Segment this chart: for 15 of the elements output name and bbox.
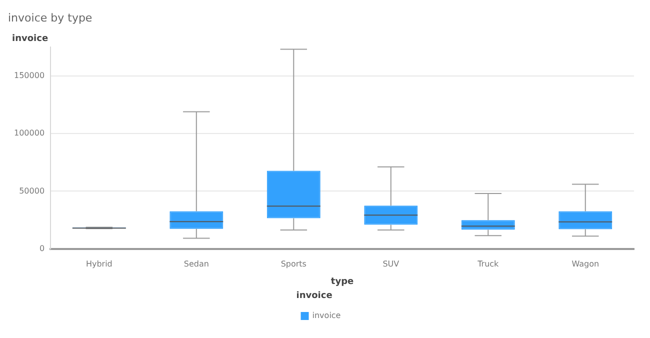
legend-label: invoice [312, 311, 341, 320]
y-tick-label: 100000 [14, 128, 45, 138]
legend-title: invoice [296, 291, 332, 302]
y-tick-label: 50000 [19, 186, 45, 196]
x-tick-label: Sports [280, 260, 306, 269]
x-tick-label: Sedan [184, 260, 209, 269]
x-tick-label: Wagon [572, 260, 600, 269]
chart-title: invoice by type [8, 11, 92, 24]
y-tick-label: 0 [39, 244, 45, 253]
x-tick-label: Hybrid [86, 260, 112, 269]
x-axis-title: type [330, 277, 354, 288]
x-tick-label: SUV [382, 260, 400, 269]
x-tick-label: Truck [476, 260, 500, 269]
y-axis-title: invoice [12, 34, 48, 44]
y-tick-label: 150000 [14, 71, 45, 80]
